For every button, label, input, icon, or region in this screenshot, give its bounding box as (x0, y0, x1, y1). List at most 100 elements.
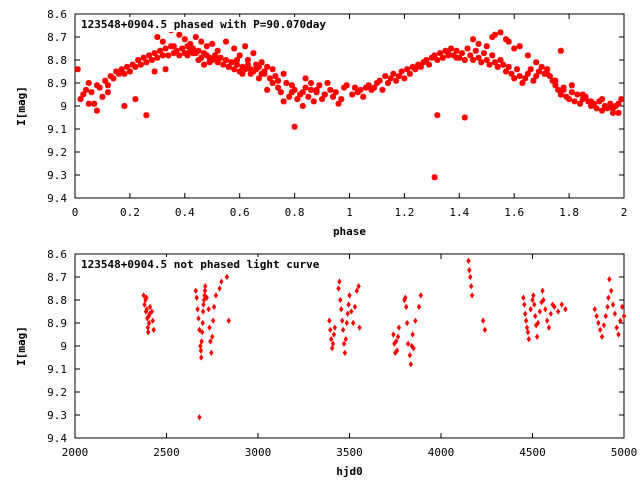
unphased-chart-title: 123548+0904.5 not phased light curve (81, 258, 320, 271)
unphased-data-point (202, 292, 207, 299)
unphased-data-point (598, 326, 603, 334)
phased-data-point (107, 73, 114, 80)
phased-data-point (530, 77, 537, 84)
unphased-data-point (331, 331, 337, 338)
phased-data-point (85, 80, 92, 86)
phased-data-point (250, 68, 257, 75)
phased-data-point (615, 109, 622, 116)
phased-x-axis-label: phase (333, 225, 366, 238)
phased-data-point (255, 75, 262, 82)
phased-data-point (453, 54, 460, 61)
phased-data-point (253, 66, 260, 73)
phased-data-point (269, 80, 276, 86)
phased-data-point (417, 63, 424, 70)
phased-data-point (610, 109, 617, 116)
phased-data-point (91, 100, 98, 107)
phased-data-point (508, 70, 515, 77)
phased-data-point (143, 112, 150, 119)
unphased-data-point (200, 329, 205, 336)
phased-data-point (151, 50, 158, 57)
unphased-data-point (217, 285, 222, 292)
unphased-data-point (592, 306, 597, 313)
phased-data-point (297, 91, 304, 98)
unphased-y-tick-label: 9.4 (47, 432, 67, 445)
phased-y-tick-label: 8.7 (47, 31, 67, 44)
phased-data-point (236, 68, 243, 75)
phased-data-point (398, 68, 405, 75)
phased-data-point (206, 59, 213, 66)
unphased-y-tick-label: 9.3 (47, 409, 67, 422)
phased-data-point (566, 96, 573, 103)
phased-data-point (135, 57, 142, 63)
unphased-data-point (197, 414, 202, 421)
unphased-data-point (601, 322, 607, 329)
phased-data-point (269, 66, 276, 73)
phased-data-point (214, 59, 221, 66)
unphased-data-point (416, 303, 422, 311)
phased-data-point (324, 80, 331, 86)
phased-data-point (291, 86, 298, 93)
phased-data-point (341, 84, 348, 91)
unphased-data-point (336, 285, 341, 292)
phased-data-point (179, 45, 186, 52)
unphased-data-points (141, 257, 627, 421)
phased-data-point (544, 70, 551, 77)
unphased-data-point (469, 292, 475, 299)
phased-data-point (173, 47, 180, 54)
unphased-data-point (198, 347, 204, 354)
phased-data-point (582, 93, 589, 100)
phased-data-point (467, 52, 474, 59)
unphased-data-point (403, 294, 408, 301)
phased-x-tick-label: 1.2 (394, 206, 414, 219)
phased-data-point (255, 63, 262, 70)
phased-data-point (489, 52, 496, 59)
phased-data-point (327, 86, 334, 93)
phased-data-point (129, 61, 136, 68)
unphased-data-point (534, 333, 540, 340)
phased-x-tick-label: 0 (72, 206, 79, 219)
phased-data-point (596, 98, 603, 105)
unphased-data-point (151, 326, 156, 334)
phased-data-point (505, 63, 512, 70)
phased-data-point (599, 96, 606, 103)
phased-data-point (552, 77, 559, 84)
phased-data-point (214, 47, 221, 54)
phased-data-point (524, 52, 531, 59)
phased-data-point (280, 98, 287, 105)
unphased-data-point (193, 287, 198, 294)
phased-data-point (319, 96, 326, 103)
phased-data-point (250, 50, 257, 57)
phased-data-point (233, 57, 240, 63)
phased-data-point (206, 54, 213, 61)
unphased-data-point (196, 315, 201, 322)
phased-data-point (302, 84, 309, 91)
unphased-data-point (356, 283, 361, 290)
phased-y-tick-label: 9.2 (47, 146, 67, 159)
unphased-data-point (546, 324, 552, 331)
phased-data-point (308, 80, 315, 86)
phased-data-point (132, 96, 139, 103)
unphased-data-point (340, 326, 346, 334)
phased-data-point (310, 98, 317, 105)
unphased-data-point (327, 317, 332, 324)
unphased-data-point (207, 324, 212, 331)
phased-data-point (475, 40, 482, 47)
phased-data-point (588, 103, 595, 109)
phased-data-point (588, 98, 595, 105)
unphased-data-point (614, 324, 619, 331)
phased-x-tick-label: 1.4 (449, 206, 469, 219)
unphased-data-point (596, 319, 601, 327)
unphased-data-point (144, 306, 149, 313)
phased-data-point (288, 82, 295, 89)
phased-data-point (203, 43, 210, 50)
phased-data-point (165, 52, 172, 59)
phased-data-point (299, 103, 306, 109)
unphased-data-point (219, 278, 224, 285)
unphased-y-tick-label: 8.8 (47, 294, 67, 307)
phased-data-point (599, 107, 606, 114)
phased-data-point (264, 86, 271, 93)
unphased-x-tick-label: 3000 (245, 446, 272, 459)
unphased-data-point (147, 303, 153, 311)
phased-data-point (500, 61, 507, 68)
unphased-data-point (469, 283, 474, 290)
